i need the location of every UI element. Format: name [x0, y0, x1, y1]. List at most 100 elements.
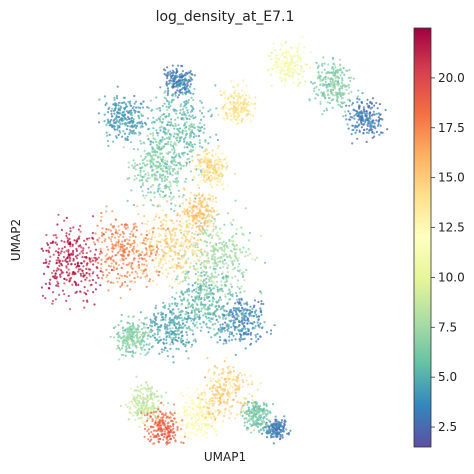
data-point: [163, 165, 166, 168]
data-point: [262, 429, 265, 432]
data-point: [270, 423, 273, 426]
data-point: [180, 392, 183, 395]
data-point: [196, 326, 199, 329]
data-point: [260, 428, 263, 431]
data-point: [366, 98, 369, 101]
data-point: [254, 325, 257, 328]
data-point: [247, 100, 250, 104]
data-point: [368, 115, 371, 118]
data-point: [283, 72, 286, 75]
data-point: [234, 248, 237, 251]
data-point: [341, 93, 344, 96]
data-point: [122, 119, 125, 122]
data-point: [186, 143, 189, 146]
data-point: [136, 395, 139, 398]
data-point: [237, 374, 240, 377]
data-point: [154, 317, 157, 320]
data-point: [204, 149, 207, 152]
data-point: [206, 229, 209, 232]
data-point: [161, 136, 164, 139]
data-point: [171, 72, 174, 75]
data-point: [360, 126, 363, 129]
data-point: [219, 257, 222, 260]
data-point: [133, 167, 136, 170]
data-point: [169, 135, 172, 138]
data-point: [224, 295, 227, 298]
data-point: [217, 301, 220, 304]
data-point: [166, 170, 169, 173]
data-point: [213, 427, 216, 430]
data-point: [215, 307, 218, 310]
data-point: [217, 380, 220, 383]
data-point: [343, 73, 346, 76]
data-point: [146, 177, 149, 180]
data-point: [253, 102, 257, 105]
data-point: [224, 407, 227, 410]
data-point: [107, 111, 110, 114]
data-point: [191, 226, 194, 229]
scatter-points: [40, 36, 389, 446]
data-point: [208, 214, 211, 217]
data-point: [121, 122, 124, 125]
data-point: [160, 316, 164, 319]
data-point: [331, 71, 334, 75]
data-point: [219, 158, 222, 161]
data-point: [228, 108, 231, 111]
data-point: [164, 323, 167, 326]
data-point: [227, 292, 230, 295]
data-point: [277, 431, 280, 434]
data-point: [210, 425, 213, 428]
data-point: [180, 117, 183, 120]
data-point: [110, 118, 113, 121]
data-point: [249, 331, 253, 335]
data-point: [268, 410, 271, 413]
data-point: [240, 297, 243, 300]
data-point: [252, 412, 255, 415]
data-point: [160, 311, 163, 314]
data-point: [147, 417, 150, 420]
data-point: [139, 169, 142, 172]
data-point: [239, 251, 242, 254]
data-point: [223, 329, 226, 332]
data-point: [137, 213, 140, 216]
data-point: [223, 158, 227, 161]
data-point: [117, 324, 120, 327]
data-point: [125, 128, 129, 131]
data-point: [184, 343, 187, 347]
data-point: [151, 235, 154, 238]
data-point: [373, 135, 376, 138]
data-point: [227, 323, 230, 327]
data-point: [155, 143, 158, 146]
data-point: [192, 252, 195, 255]
data-point: [339, 74, 342, 77]
data-point: [171, 197, 174, 200]
data-point: [297, 43, 300, 46]
data-point: [118, 118, 121, 121]
data-point: [214, 227, 218, 230]
data-point: [202, 178, 205, 181]
data-point: [162, 301, 165, 304]
data-point: [255, 313, 258, 316]
data-point: [248, 110, 251, 113]
data-point: [231, 312, 234, 315]
data-point: [142, 237, 145, 240]
data-point: [176, 257, 180, 260]
data-point: [209, 377, 212, 380]
data-point: [158, 262, 161, 266]
data-point: [149, 390, 152, 393]
data-point: [199, 129, 202, 132]
data-point: [153, 176, 156, 180]
data-point: [123, 110, 126, 113]
data-point: [119, 131, 122, 134]
data-point: [143, 149, 146, 152]
data-point: [240, 374, 244, 377]
data-point: [174, 253, 177, 256]
data-point: [209, 385, 212, 389]
data-point: [127, 337, 130, 340]
data-point: [189, 328, 192, 331]
data-point: [226, 375, 229, 378]
data-point: [221, 249, 224, 252]
data-point: [341, 105, 344, 108]
data-point: [237, 119, 240, 122]
data-point: [205, 323, 208, 326]
